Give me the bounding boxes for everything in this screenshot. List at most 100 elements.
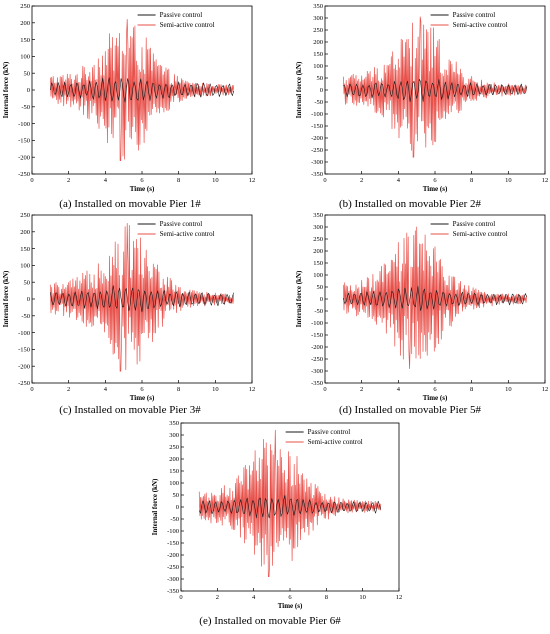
x-tick-label: 12 [396, 594, 403, 601]
y-tick-label: 100 [169, 480, 179, 487]
series-line-semi-active-control [342, 16, 528, 158]
series-line-passive-control [50, 285, 234, 313]
y-tick-label: 200 [313, 248, 323, 255]
y-tick-label: 50 [173, 492, 180, 499]
legend-label: Semi-active control [308, 438, 363, 446]
x-tick-label: 0 [323, 386, 326, 393]
series-line-semi-active-control [342, 226, 528, 369]
y-tick-label: 250 [169, 444, 179, 451]
panel-caption: (a) Installed on movable Pier 1# [59, 198, 201, 210]
x-tick-label: 8 [325, 594, 328, 601]
y-tick-label: -200 [18, 363, 30, 370]
y-tick-label: 100 [313, 272, 323, 279]
x-axis-label: Time (s) [278, 602, 303, 610]
x-tick-label: 8 [177, 386, 180, 393]
y-tick-label: -150 [18, 138, 30, 145]
series-line-passive-control [343, 285, 527, 311]
y-tick-label: -100 [311, 320, 323, 327]
y-tick-label: 200 [169, 456, 179, 463]
legend-label: Semi-active control [453, 230, 508, 238]
y-tick-label: -300 [311, 159, 323, 166]
series-line-passive-control [343, 78, 527, 103]
y-axis-label: Internal force (kN) [295, 61, 303, 118]
chart-panel-3: 0 2 4 6 8 10 12 -250 -200 -150 -100 -50 0 50 100 150 200… [2, 212, 255, 416]
y-tick-label: 250 [20, 3, 30, 10]
y-tick-label: -350 [167, 588, 179, 595]
y-tick-label: 150 [20, 37, 30, 44]
x-tick-label: 4 [104, 386, 108, 393]
x-axis-label: Time (s) [130, 394, 155, 402]
x-tick-label: 10 [505, 177, 512, 184]
x-tick-label: 10 [212, 177, 219, 184]
y-tick-label: 50 [24, 70, 31, 77]
legend-label: Semi-active control [160, 230, 215, 238]
legend-label: Passive control [160, 11, 203, 19]
y-tick-label: 300 [169, 432, 179, 439]
y-tick-label: -250 [18, 380, 30, 387]
y-tick-label: -300 [311, 368, 323, 375]
y-tick-label: 300 [313, 15, 323, 22]
x-tick-label: 8 [177, 177, 180, 184]
y-tick-label: 350 [169, 420, 179, 427]
x-axis-label: Time (s) [423, 394, 448, 402]
series-line-semi-active-control [198, 429, 382, 577]
y-tick-label: 0 [27, 296, 30, 303]
x-tick-label: 6 [288, 594, 292, 601]
legend-label: Passive control [453, 11, 496, 19]
y-tick-label: 100 [20, 54, 30, 61]
y-tick-label: 50 [317, 284, 324, 291]
y-tick-label: 100 [313, 63, 323, 70]
y-tick-label: -150 [311, 332, 323, 339]
y-tick-label: 350 [313, 212, 323, 219]
y-tick-label: -200 [167, 552, 179, 559]
x-tick-label: 2 [67, 386, 70, 393]
x-tick-label: 4 [397, 386, 401, 393]
y-tick-label: 250 [20, 212, 30, 219]
x-tick-label: 0 [30, 177, 33, 184]
x-tick-label: 12 [249, 177, 256, 184]
chart-panel-2: 0 2 4 6 8 10 12 -350 -300 -250 -200 -150 -100 -50 0 50 1… [295, 3, 548, 210]
panel-caption: (c) Installed on movable Pier 3# [59, 404, 201, 416]
x-tick-label: 0 [323, 177, 326, 184]
chart-panel-4: 0 2 4 6 8 10 12 -350 -300 -250 -200 -150 -100 -50 0 50 1… [295, 212, 548, 416]
x-tick-label: 6 [140, 386, 144, 393]
x-tick-label: 0 [179, 594, 182, 601]
x-tick-label: 6 [140, 177, 144, 184]
y-axis-label: Internal force (kN) [2, 270, 10, 327]
x-axis-label: Time (s) [130, 185, 155, 193]
y-tick-label: -100 [167, 528, 179, 535]
legend-label: Passive control [308, 428, 351, 436]
x-tick-label: 10 [505, 386, 512, 393]
y-tick-label: 200 [20, 229, 30, 236]
x-tick-label: 4 [104, 177, 108, 184]
y-tick-label: 250 [313, 27, 323, 34]
y-tick-label: 200 [20, 20, 30, 27]
x-tick-label: 8 [470, 177, 473, 184]
y-tick-label: 0 [27, 87, 30, 94]
y-tick-label: -250 [311, 356, 323, 363]
y-tick-label: -50 [314, 308, 323, 315]
y-tick-label: 300 [313, 224, 323, 231]
y-tick-label: -350 [311, 380, 323, 387]
y-tick-label: -150 [18, 347, 30, 354]
legend-label: Passive control [453, 220, 496, 228]
x-tick-label: 12 [542, 177, 549, 184]
y-tick-label: -200 [311, 135, 323, 142]
y-tick-label: -150 [311, 123, 323, 130]
y-tick-label: 200 [313, 39, 323, 46]
y-tick-label: -300 [167, 576, 179, 583]
y-tick-label: 0 [320, 296, 323, 303]
x-axis-label: Time (s) [423, 185, 448, 193]
y-tick-label: -100 [18, 330, 30, 337]
y-axis-label: Internal force (kN) [151, 478, 159, 535]
y-tick-label: 350 [313, 3, 323, 10]
y-tick-label: 100 [20, 263, 30, 270]
y-tick-label: -200 [311, 344, 323, 351]
x-tick-label: 12 [249, 386, 256, 393]
series-line-semi-active-control [49, 223, 235, 372]
legend-label: Semi-active control [453, 21, 508, 29]
x-tick-label: 10 [212, 386, 219, 393]
y-tick-label: 50 [24, 279, 31, 286]
chart-panel-1: 0 2 4 6 8 10 12 -250 -200 -150 -100 -50 0 50 100 150 200… [2, 3, 255, 210]
